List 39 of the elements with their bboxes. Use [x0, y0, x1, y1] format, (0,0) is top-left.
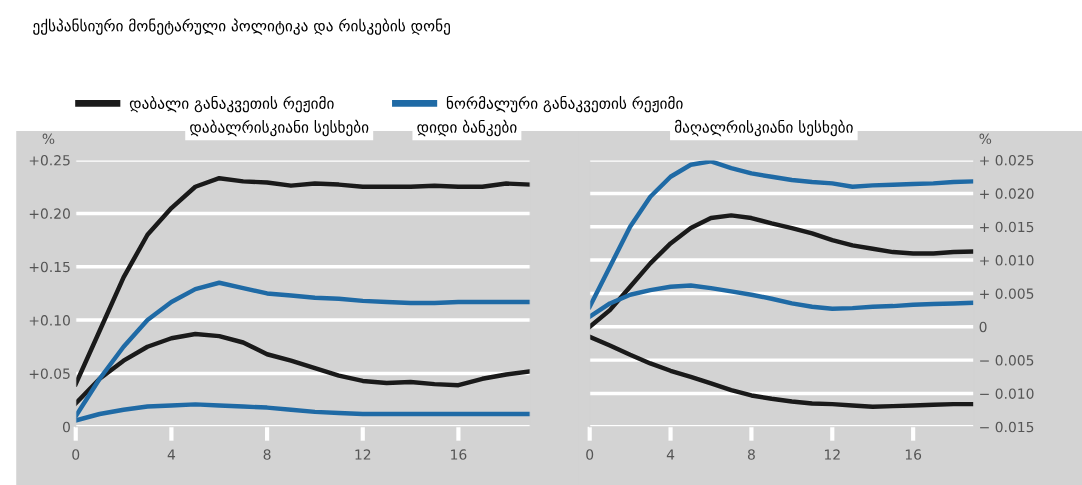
legend-label: დაბალი განაკვეთის რეჟიმი	[129, 95, 334, 113]
text: დაბალრისკიანი სესხები	[190, 119, 369, 137]
line-series	[75, 331, 531, 406]
y-tick-label: + 0.010	[980, 255, 1034, 266]
y-tick-label: 0	[979, 321, 987, 333]
y-tick-label: +0.05	[29, 368, 70, 379]
x-tick-label: 0	[586, 449, 594, 460]
y-axis-title: %	[979, 133, 992, 145]
x-tick-label: 12	[355, 449, 371, 460]
line-series	[75, 175, 531, 387]
y-tick-label: +0.25	[29, 155, 70, 166]
y-tick-label: +0.15	[29, 261, 70, 273]
line-series	[589, 213, 974, 329]
y-tick-label: +0.20	[29, 208, 70, 219]
x-tick-label: 8	[263, 449, 271, 460]
y-tick-label: + 0.015	[980, 221, 1034, 233]
x-tick-label: 4	[167, 449, 176, 460]
text: მაღალრისკიანი სესხები	[674, 119, 853, 137]
y-tick-label: 0	[62, 421, 70, 433]
y-axis-title: %	[42, 133, 55, 145]
chart-title: ექსპანსიური მონეტარული პოლიტიკა და რისკების დონე	[33, 18, 450, 35]
text: დიდი ბანკები	[417, 119, 517, 137]
y-tick-label: +0.10	[29, 315, 70, 326]
x-tick-label: 0	[72, 449, 80, 460]
x-tick-label: 8	[747, 449, 755, 460]
x-tick-label: 16	[451, 449, 467, 460]
y-tick-label: + 0.025	[980, 155, 1034, 166]
x-tick-label: 12	[824, 449, 840, 460]
line-series	[589, 334, 974, 410]
y-tick-label: − 0.005	[980, 355, 1034, 366]
line-series	[75, 280, 531, 419]
x-tick-label: 16	[905, 449, 922, 460]
y-tick-label: − 0.010	[980, 388, 1034, 399]
y-tick-label: − 0.015	[980, 421, 1034, 433]
line-series	[589, 283, 974, 319]
y-tick-label: + 0.005	[980, 288, 1034, 299]
x-tick-label: 4	[666, 449, 675, 460]
y-tick-label: + 0.020	[980, 188, 1034, 199]
legend-label: ნორმალური განაკვეთის რეჟიმი	[446, 95, 683, 113]
